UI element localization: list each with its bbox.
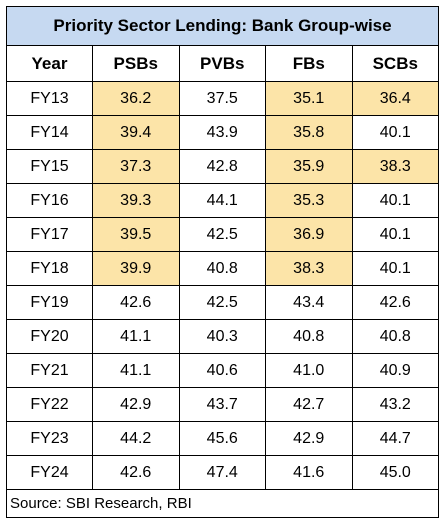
value-cell-psbs: 36.2 [92, 81, 180, 116]
value-cell-pvbs: 37.5 [178, 81, 266, 116]
year-cell: FY15 [6, 149, 93, 184]
value-cell-psbs: 41.1 [92, 353, 180, 388]
value-cell-pvbs: 44.1 [178, 183, 266, 218]
value-cell-fbs: 35.9 [265, 149, 353, 184]
year-cell: FY13 [6, 81, 93, 116]
value-cell-fbs: 42.7 [265, 387, 353, 422]
value-cell-scbs: 40.1 [351, 115, 440, 150]
table-container: Priority Sector Lending: Bank Group-wise… [5, 6, 440, 518]
value-cell-psbs: 37.3 [92, 149, 180, 184]
table-title: Priority Sector Lending: Bank Group-wise [5, 6, 440, 46]
year-cell: FY16 [6, 183, 93, 218]
column-header-pvbs: PVBs [178, 45, 266, 82]
value-cell-psbs: 39.9 [92, 251, 180, 286]
value-cell-psbs: 39.4 [92, 115, 180, 150]
year-cell: FY18 [6, 251, 93, 286]
value-cell-fbs: 35.8 [265, 115, 353, 150]
value-cell-fbs: 38.3 [265, 251, 353, 286]
value-cell-psbs: 39.3 [92, 183, 180, 218]
value-cell-pvbs: 43.7 [178, 387, 266, 422]
value-cell-pvbs: 40.8 [178, 251, 266, 286]
value-cell-scbs: 40.1 [351, 217, 440, 252]
value-cell-scbs: 40.1 [351, 251, 440, 286]
value-cell-scbs: 38.3 [351, 149, 440, 184]
table-row: FY19 42.6 42.5 43.4 42.6 [6, 285, 440, 320]
value-cell-pvbs: 42.5 [178, 217, 266, 252]
column-header-year: Year [6, 45, 93, 82]
source-note: Source: SBI Research, RBI [5, 489, 440, 518]
column-header-psbs: PSBs [92, 45, 180, 82]
priority-sector-lending-table: Priority Sector Lending: Bank Group-wise… [5, 6, 440, 518]
value-cell-psbs: 41.1 [92, 319, 180, 354]
value-cell-pvbs: 43.9 [178, 115, 266, 150]
value-cell-scbs: 40.9 [351, 353, 440, 388]
value-cell-psbs: 44.2 [92, 421, 180, 456]
column-header-scbs: SCBs [351, 45, 440, 82]
value-cell-fbs: 43.4 [265, 285, 353, 320]
year-cell: FY20 [6, 319, 93, 354]
table-row: FY17 39.5 42.5 36.9 40.1 [6, 217, 440, 252]
value-cell-fbs: 40.8 [265, 319, 353, 354]
year-cell: FY24 [6, 455, 93, 490]
year-cell: FY19 [6, 285, 93, 320]
value-cell-scbs: 45.0 [351, 455, 440, 490]
value-cell-pvbs: 47.4 [178, 455, 266, 490]
table-body: FY13 36.2 37.5 35.1 36.4 FY14 39.4 43.9 35.8 40.1… [6, 81, 440, 490]
value-cell-fbs: 35.1 [265, 81, 353, 116]
table-row: FY23 44.2 45.6 42.9 44.7 [6, 421, 440, 456]
value-cell-scbs: 44.7 [351, 421, 440, 456]
table-row: FY20 41.1 40.3 40.8 40.8 [6, 319, 440, 354]
table-row: FY13 36.2 37.5 35.1 36.4 [6, 81, 440, 116]
table-row: FY18 39.9 40.8 38.3 40.1 [6, 251, 440, 286]
year-cell: FY21 [6, 353, 93, 388]
value-cell-scbs: 36.4 [351, 81, 440, 116]
value-cell-pvbs: 42.8 [178, 149, 266, 184]
year-cell: FY14 [6, 115, 93, 150]
value-cell-psbs: 39.5 [92, 217, 180, 252]
table-row: FY16 39.3 44.1 35.3 40.1 [6, 183, 440, 218]
table-row: FY21 41.1 40.6 41.0 40.9 [6, 353, 440, 388]
year-cell: FY23 [6, 421, 93, 456]
value-cell-psbs: 42.9 [92, 387, 180, 422]
value-cell-pvbs: 45.6 [178, 421, 266, 456]
value-cell-scbs: 40.8 [351, 319, 440, 354]
value-cell-fbs: 42.9 [265, 421, 353, 456]
value-cell-fbs: 35.3 [265, 183, 353, 218]
year-cell: FY22 [6, 387, 93, 422]
value-cell-scbs: 42.6 [351, 285, 440, 320]
value-cell-pvbs: 40.6 [178, 353, 266, 388]
table-row: FY15 37.3 42.8 35.9 38.3 [6, 149, 440, 184]
column-header-row: Year PSBs PVBs FBs SCBs [6, 45, 440, 82]
value-cell-scbs: 40.1 [351, 183, 440, 218]
table-row: FY22 42.9 43.7 42.7 43.2 [6, 387, 440, 422]
value-cell-psbs: 42.6 [92, 285, 180, 320]
table-row: FY14 39.4 43.9 35.8 40.1 [6, 115, 440, 150]
value-cell-scbs: 43.2 [351, 387, 440, 422]
value-cell-pvbs: 42.5 [178, 285, 266, 320]
value-cell-pvbs: 40.3 [178, 319, 266, 354]
value-cell-fbs: 36.9 [265, 217, 353, 252]
year-cell: FY17 [6, 217, 93, 252]
value-cell-psbs: 42.6 [92, 455, 180, 490]
value-cell-fbs: 41.0 [265, 353, 353, 388]
column-header-fbs: FBs [265, 45, 353, 82]
value-cell-fbs: 41.6 [265, 455, 353, 490]
table-row: FY24 42.6 47.4 41.6 45.0 [6, 455, 440, 490]
